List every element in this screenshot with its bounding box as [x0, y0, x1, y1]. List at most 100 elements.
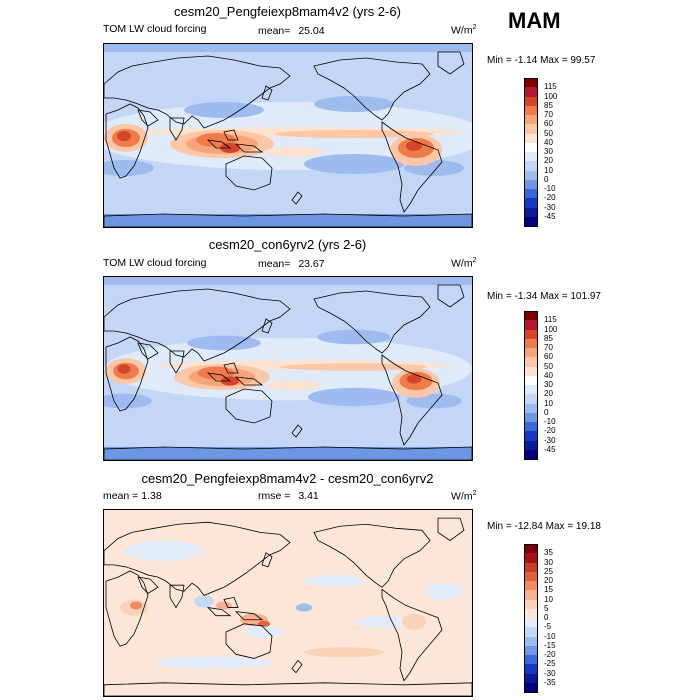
- colorbar-label: 30: [544, 380, 553, 389]
- coastline: [105, 103, 149, 179]
- colorbar-label: 10: [544, 398, 553, 408]
- colorbar-label: 30: [544, 147, 553, 156]
- colorbar-label: 30: [544, 557, 553, 567]
- coastline: [225, 388, 273, 424]
- panel-2-units-sup: 2: [472, 257, 477, 264]
- colorbar-label: -45: [544, 444, 556, 454]
- colorbar-cell: [524, 348, 538, 358]
- colorbar-label: -5: [544, 622, 552, 632]
- colorbar-cell: [524, 161, 538, 171]
- colorbar-label: -15: [544, 640, 556, 650]
- coastline: [437, 284, 465, 308]
- colorbar-cell: [524, 440, 538, 451]
- panel-3-rmse: rmse = 3.41: [258, 490, 319, 502]
- colorbar-cell: [524, 115, 538, 125]
- colorbar-cell: [524, 608, 538, 619]
- panel-1-colorbar: 115 100 85 70 60 50 40 30 20 10 0 -10 -20 -30 -45: [524, 78, 584, 227]
- colorbar-label: -20: [544, 650, 556, 659]
- field-contour: [117, 131, 131, 141]
- colorbar-cell: [524, 544, 538, 554]
- field-contour: [104, 300, 472, 334]
- colorbar-cell: [524, 385, 538, 395]
- map-canvas: [104, 277, 472, 460]
- colorbar-cell: [524, 105, 538, 116]
- coastline: [261, 552, 273, 568]
- colorbar-label: 50: [544, 128, 553, 138]
- colorbar-cell: [524, 553, 538, 563]
- colorbar-cell: [524, 320, 538, 330]
- field-contour: [274, 130, 434, 138]
- coastline: [225, 155, 273, 191]
- coastline: [313, 57, 431, 121]
- colorbar-label: 20: [544, 389, 553, 399]
- colorbar-cell: [524, 142, 538, 153]
- panel-1-mean: mean= 25.04: [258, 25, 325, 37]
- field-contour: [117, 364, 131, 374]
- field-contour: [244, 625, 284, 639]
- field-contour: [304, 647, 384, 658]
- coastline: [105, 570, 149, 647]
- colorbar-cell: [524, 375, 538, 386]
- colorbar-label: 10: [544, 165, 553, 175]
- colorbar-label: 100: [544, 324, 558, 334]
- field-contour: [154, 656, 274, 669]
- field-contour: [304, 154, 404, 174]
- season-label: MAM: [508, 8, 561, 33]
- panel-1-mean-value: 25.04: [298, 25, 325, 37]
- colorbar-cell: [524, 179, 538, 190]
- coastline: [104, 521, 291, 596]
- panel-1-units-sup: 2: [472, 24, 477, 31]
- colorbar-cell: [524, 78, 538, 88]
- colorbar-label: 70: [544, 110, 553, 119]
- field-contour: [266, 380, 322, 390]
- colorbar-label: -10: [544, 184, 556, 193]
- coastline: [206, 139, 232, 149]
- colorbar-cell: [524, 207, 538, 218]
- panel-2-title: cesm20_con6yrv2 (yrs 2-6): [208, 237, 367, 252]
- panel-2-colorbar: 115 100 85 70 60 50 40 30 20 10 0 -10 -20 -30 -45: [524, 311, 584, 460]
- map-canvas: [104, 510, 472, 696]
- panel-3-title: cesm20_Pengfeiexp8mam4v2 - cesm20_con6yr…: [141, 471, 434, 486]
- field-contour: [104, 44, 472, 52]
- coastline: [104, 213, 472, 227]
- colorbar-label: 0: [544, 407, 549, 417]
- field-contour: [424, 583, 464, 600]
- colorbar-cell: [524, 571, 538, 582]
- colorbar-label: 15: [544, 585, 553, 595]
- panel-3-colorbar: 35 30 25 20 15 10 5 0 -5 -10 -15 -20 -25 -30 -35: [524, 544, 584, 693]
- coastline: [137, 576, 159, 594]
- panel-2-units-base: W/m: [451, 257, 473, 270]
- panel-1-mean-label: mean=: [258, 25, 291, 37]
- colorbar-label: -10: [544, 417, 556, 426]
- field-contour: [406, 141, 422, 151]
- coastline: [437, 51, 465, 75]
- colorbar-label: 20: [544, 156, 553, 166]
- colorbar-label: 0: [544, 613, 549, 622]
- field-contour: [104, 412, 472, 442]
- colorbar-cell: [524, 412, 538, 423]
- field-contour: [104, 447, 472, 460]
- coastline: [223, 362, 239, 374]
- coastline: [234, 143, 264, 153]
- field-contour: [104, 277, 472, 285]
- field-contour: [358, 615, 410, 628]
- field-contour: [402, 613, 426, 630]
- coastline: [169, 584, 185, 609]
- coastline: [381, 121, 443, 213]
- coastline: [234, 376, 264, 386]
- colorbar-label: 115: [544, 315, 557, 325]
- colorbar-cell: [524, 664, 538, 674]
- colorbar-cell: [524, 170, 538, 181]
- field-contour: [216, 601, 232, 610]
- colorbar-cell: [524, 357, 538, 367]
- panel-3-rmse-label: rmse =: [258, 490, 291, 502]
- panel-2-mean-value: 23.67: [298, 258, 325, 270]
- colorbar-label: 85: [544, 100, 553, 110]
- panel-3-units-sup: 2: [472, 490, 477, 497]
- panel-3-left-text: mean = 1.38: [103, 490, 162, 502]
- panel-1-minmax: Min = -1.14 Max = 99.57: [487, 55, 596, 66]
- coastline: [261, 85, 273, 101]
- coastline: [137, 109, 159, 127]
- field-contour: [264, 147, 324, 157]
- colorbar-cell: [524, 216, 538, 227]
